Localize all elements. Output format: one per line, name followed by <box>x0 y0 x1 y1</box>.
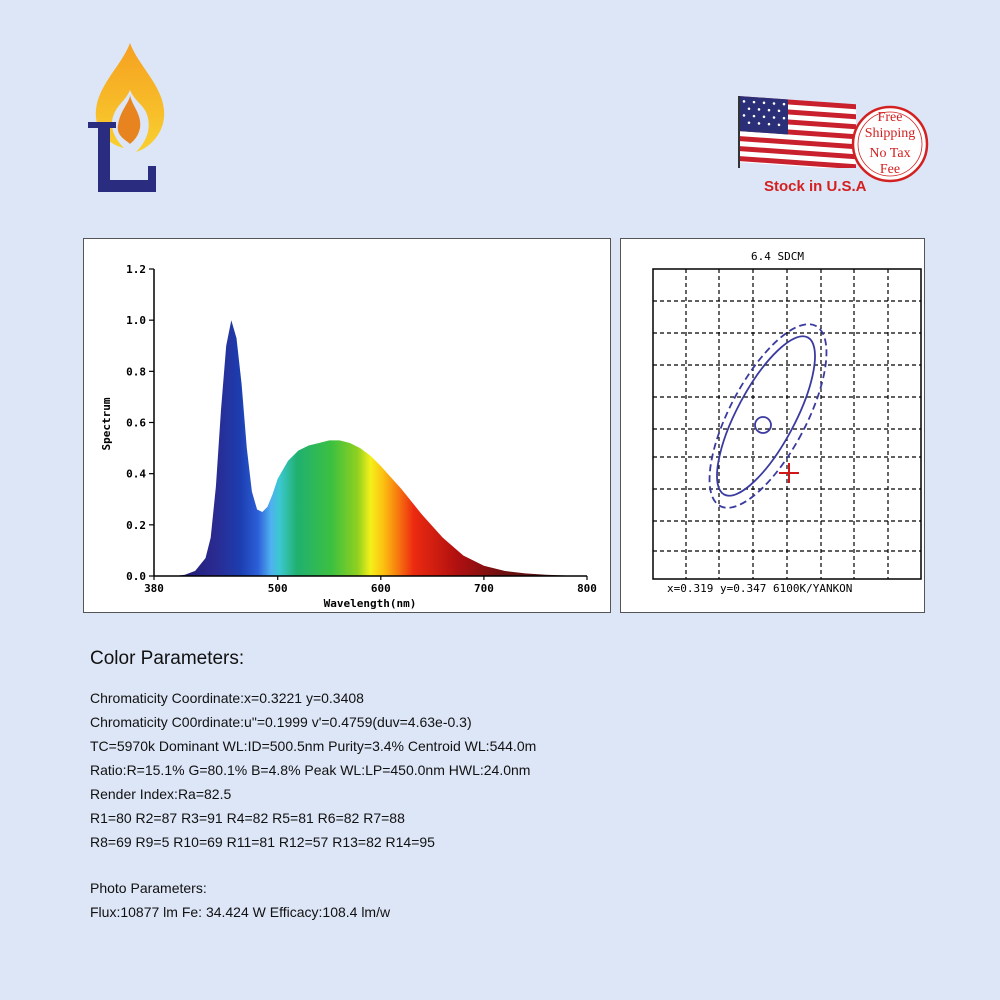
center-circle-marker <box>754 416 772 434</box>
us-flag-icon <box>738 96 856 168</box>
photo-parameters-line: Flux:10877 lm Fe: 34.424 W Efficacy:108.… <box>90 904 391 920</box>
y-tick-label: 0.8 <box>126 365 146 378</box>
letter-l-shape <box>88 122 156 192</box>
measured-point-cross <box>779 463 799 483</box>
spectrum-chart-panel: 0.0 0.2 0.4 0.6 0.8 1.0 1.2 380 500 600 700 800 Wav… <box>83 238 611 613</box>
badge-text-line3: No Tax <box>869 146 910 161</box>
flame-shape <box>95 43 165 152</box>
sdcm-title: 6.4 SDCM <box>751 250 804 263</box>
param-line-ratio: Ratio:R=15.1% G=80.1% B=4.8% Peak WL:LP=… <box>90 762 531 778</box>
spectrum-chart: 0.0 0.2 0.4 0.6 0.8 1.0 1.2 380 500 600 700 800 Wav… <box>100 263 597 610</box>
param-line-r8-r14: R8=69 R9=5 R10=69 R11=81 R12=57 R13=82 R… <box>90 834 435 850</box>
x-tick-label: 700 <box>474 582 494 595</box>
color-parameters-heading: Color Parameters: <box>90 648 245 669</box>
badge-text-line2: Shipping <box>865 126 916 141</box>
free-shipping-badge-icon: Free Shipping No Tax Fee <box>851 105 929 183</box>
grid-lines <box>653 269 921 579</box>
y-tick-label: 0.4 <box>126 468 146 481</box>
photo-parameters-heading: Photo Parameters: <box>90 880 207 896</box>
flame-inner-shape <box>117 95 141 144</box>
x-tick-label: 380 <box>144 582 164 595</box>
x-tick-label: 800 <box>577 582 597 595</box>
param-line-chromaticity-xy: Chromaticity Coordinate:x=0.3221 y=0.340… <box>90 690 364 706</box>
chromaticity-chart-panel: 6.4 SDCM x=0.319 y=0.347 6100K/YANKON <box>620 238 925 613</box>
y-axis-label: Spectrum <box>100 397 113 450</box>
chromaticity-chart: 6.4 SDCM x=0.319 y=0.347 6100K/YANKON <box>652 250 922 595</box>
param-line-tc: TC=5970k Dominant WL:ID=500.5nm Purity=3… <box>90 738 537 754</box>
stock-label: Stock in U.S.A <box>764 178 867 195</box>
x-axis-label: Wavelength(nm) <box>324 597 417 610</box>
outer-ellipse-dashed <box>708 323 828 509</box>
y-tick-label: 1.0 <box>126 314 146 327</box>
param-line-r1-r7: R1=80 R2=87 R3=91 R4=82 R5=81 R6=82 R7=8… <box>90 810 405 826</box>
brand-logo-icon <box>88 43 165 192</box>
param-line-render-index: Render Index:Ra=82.5 <box>90 786 232 802</box>
coordinate-readout: x=0.319 y=0.347 6100K/YANKON <box>667 582 852 595</box>
y-tick-label: 0.6 <box>126 417 146 430</box>
param-line-chromaticity-uv: Chromaticity C00rdinate:u"=0.1999 v'=0.4… <box>90 714 472 730</box>
badge-text-line4: Fee <box>880 162 900 177</box>
y-tick-label: 0.0 <box>126 570 146 583</box>
x-tick-label: 500 <box>268 582 288 595</box>
y-tick-label: 1.2 <box>126 263 146 276</box>
parameters-section: Color Parameters: Chromaticity Coordinat… <box>90 648 970 924</box>
badge-text-line1: Free <box>878 110 903 125</box>
inner-ellipse <box>716 335 816 497</box>
spectrum-area <box>154 320 587 576</box>
x-tick-label: 600 <box>371 582 391 595</box>
y-tick-label: 0.2 <box>126 519 146 532</box>
